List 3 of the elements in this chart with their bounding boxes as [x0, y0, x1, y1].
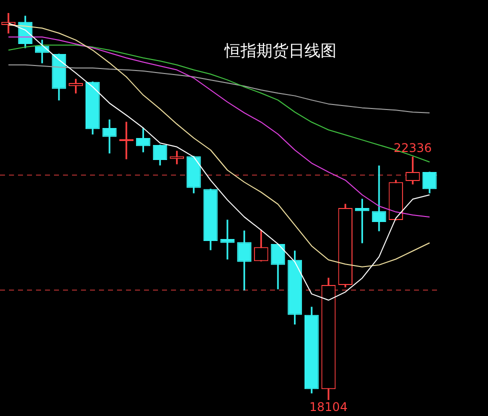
annotation: 22336 [394, 141, 432, 156]
text: 恒指期货日线图 [224, 41, 337, 60]
annotation: 18104 [309, 400, 348, 414]
